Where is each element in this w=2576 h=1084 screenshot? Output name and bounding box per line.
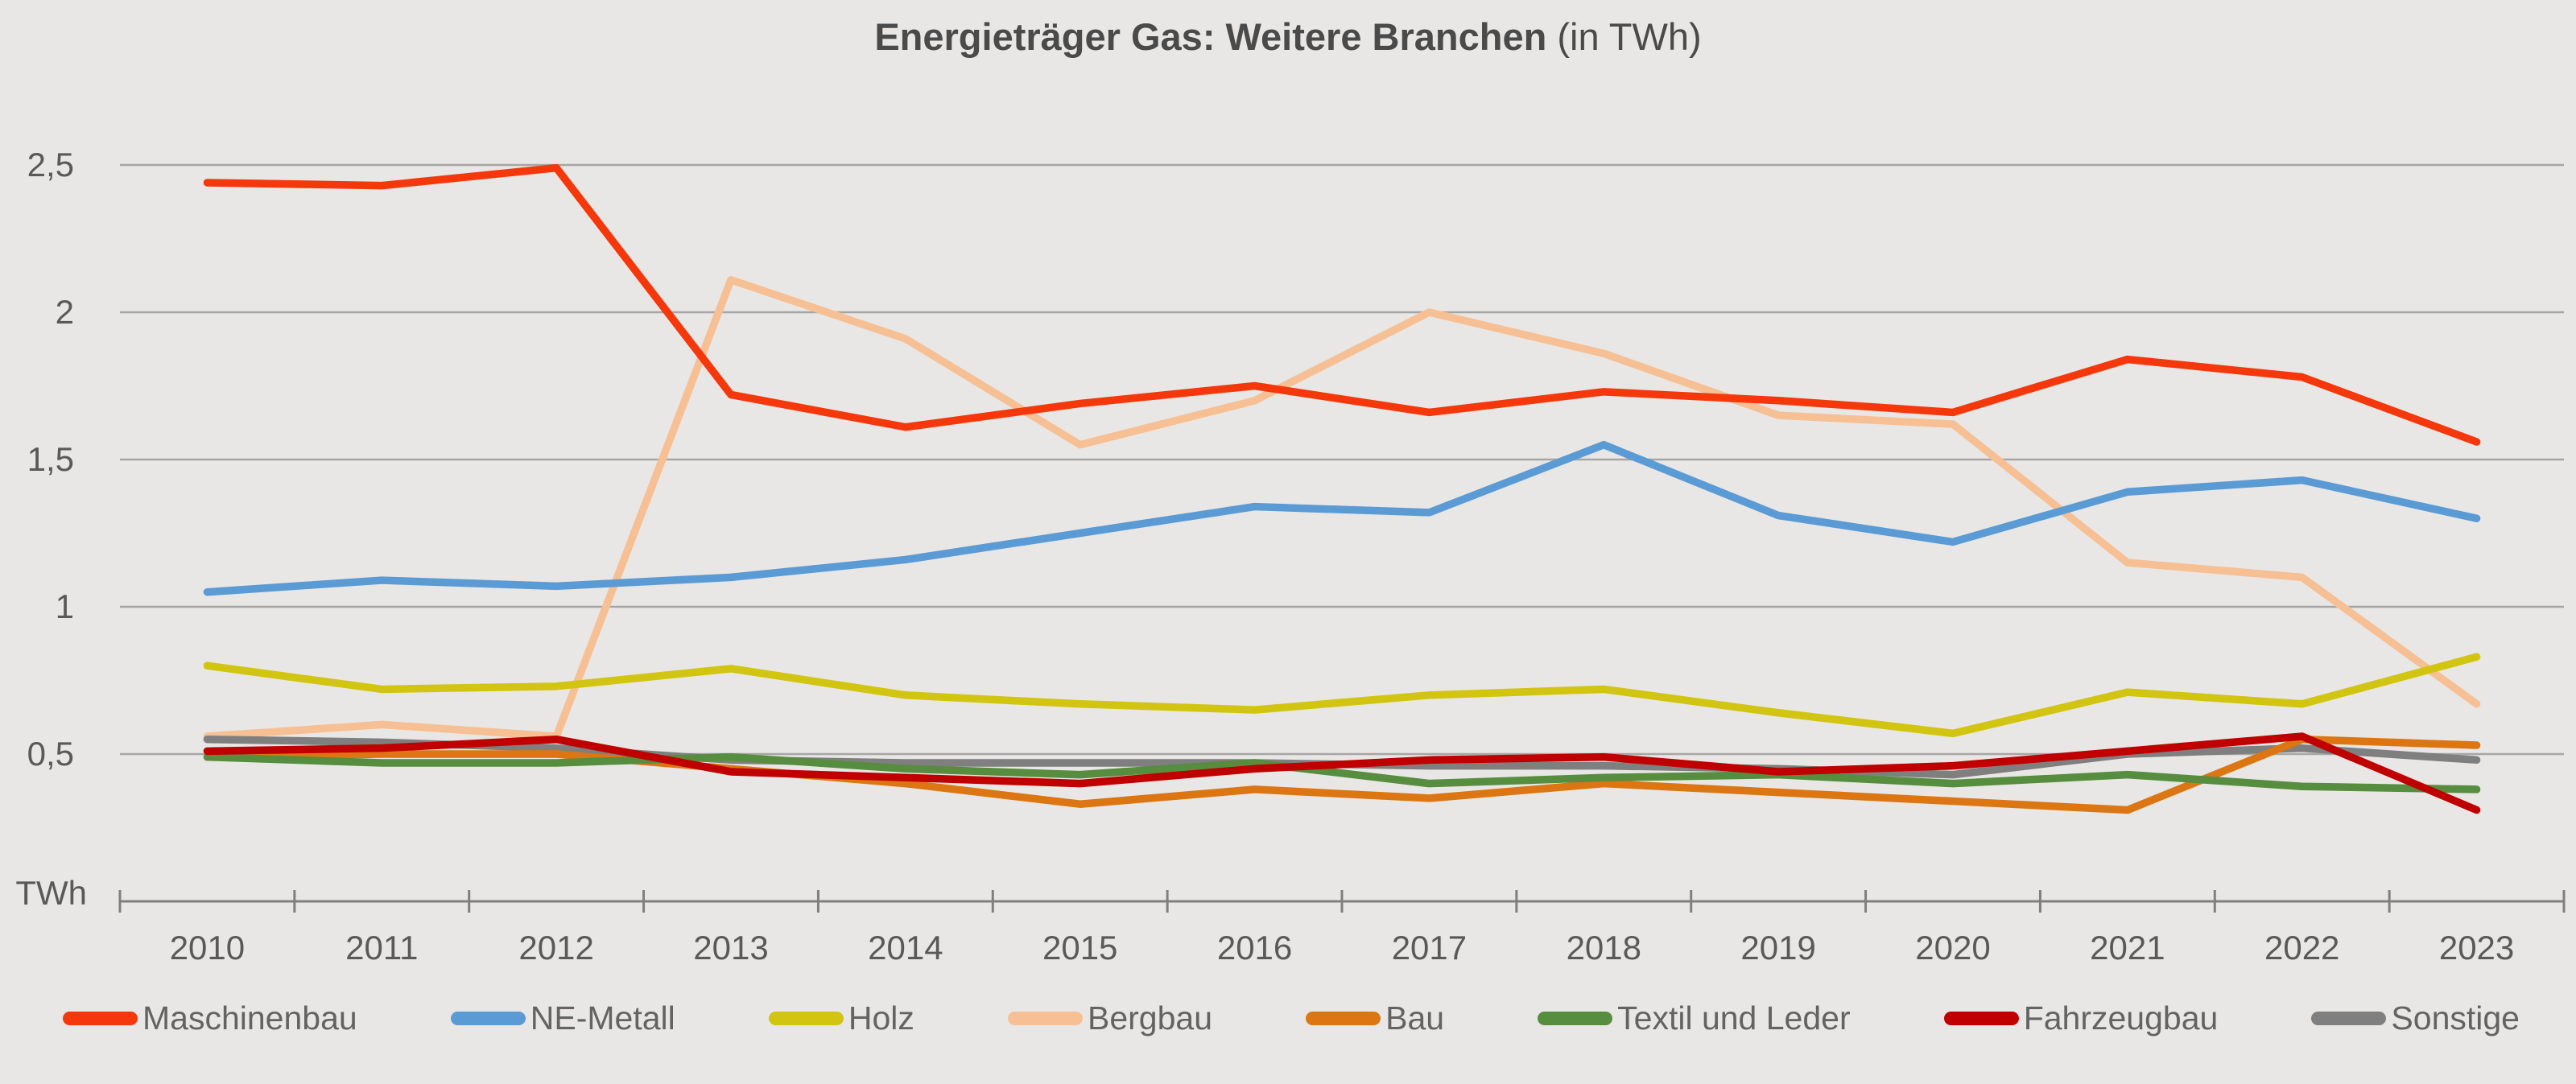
chart-legend: Maschinenbau NE-Metall Holz Bergbau Bau Texti… <box>0 1000 2576 1037</box>
legend-item-sonstige: Sonstige <box>2311 1000 2520 1037</box>
chart-title-main: Energieträger Gas: Weitere Branchen <box>874 15 1547 58</box>
x-axis-year-label: 2021 <box>2090 929 2165 967</box>
axis-unit-label: TWh <box>15 874 87 912</box>
y-axis-tick-label: 1 <box>56 587 74 625</box>
legend-item-maschinenbau: Maschinenbau <box>63 1000 357 1037</box>
y-axis-tick-label: 0,5 <box>27 735 74 773</box>
y-axis-tick-label: 1,5 <box>27 440 74 478</box>
x-axis-year-label: 2014 <box>868 929 943 967</box>
legend-swatch-icon <box>1538 1012 1613 1025</box>
legend-swatch-icon <box>768 1012 844 1025</box>
legend-item-bergbau: Bergbau <box>1007 1000 1212 1037</box>
series-line-bergbau <box>203 275 2481 740</box>
legend-label: Fahrzeugbau <box>2023 1000 2219 1037</box>
legend-swatch-icon <box>450 1012 526 1025</box>
x-axis-year-label: 2019 <box>1740 929 1815 967</box>
series-line-holz <box>203 653 2481 738</box>
x-axis-year-label: 2017 <box>1392 929 1467 967</box>
legend-label: Maschinenbau <box>142 1000 357 1037</box>
x-axis-year-label: 2012 <box>518 929 593 967</box>
legend-label: Bau <box>1385 1000 1445 1037</box>
series-line-ne-metall <box>203 440 2481 596</box>
series-line-textil-und-leder <box>203 752 2481 793</box>
legend-swatch-icon <box>1306 1012 1381 1025</box>
legend-swatch-icon <box>1943 1012 2019 1025</box>
x-axis-year-label: 2018 <box>1567 929 1641 967</box>
x-axis-year-label: 2023 <box>2439 929 2514 967</box>
x-axis-year-label: 2013 <box>693 929 768 967</box>
legend-label: Bergbau <box>1087 1000 1212 1037</box>
legend-swatch-icon <box>2311 1012 2387 1025</box>
series-line-fahrzeugbau <box>203 732 2481 814</box>
y-axis-tick-label: 2,5 <box>27 146 74 183</box>
legend-label: NE-Metall <box>530 1000 675 1037</box>
series-line-bau <box>203 735 2481 814</box>
legend-item-ne-metall: NE-Metall <box>450 1000 675 1037</box>
legend-item-bau: Bau <box>1306 1000 1444 1037</box>
x-axis-year-label: 2016 <box>1217 929 1292 967</box>
legend-label: Sonstige <box>2391 1000 2520 1037</box>
x-axis-year-label: 2011 <box>345 929 418 967</box>
legend-item-fahrzeugbau: Fahrzeugbau <box>1943 1000 2219 1037</box>
x-axis-year-label: 2020 <box>1915 929 1990 967</box>
legend-swatch-icon <box>1007 1012 1083 1025</box>
legend-label: Holz <box>848 1000 914 1037</box>
legend-swatch-icon <box>63 1012 138 1025</box>
chart-title-unit-suffix: (in TWh) <box>1546 15 1702 58</box>
chart-title: Energieträger Gas: Weitere Branchen (in … <box>0 14 2576 60</box>
legend-label: Textil und Leder <box>1617 1000 1851 1037</box>
x-axis-year-label: 2022 <box>2264 929 2339 967</box>
line-chart-plot-area: 2,5 2 1,5 1 0,5 TWh 2010 2011 2012 2013 2014 2015 20… <box>15 146 2566 967</box>
legend-item-textil-und-leder: Textil und Leder <box>1538 1000 1851 1037</box>
series-line-maschinenbau <box>203 163 2481 446</box>
y-axis-tick-label: 2 <box>56 293 74 331</box>
x-axis-year-label: 2015 <box>1042 929 1117 967</box>
legend-item-holz: Holz <box>768 1000 914 1037</box>
x-axis-year-label: 2010 <box>170 929 245 967</box>
